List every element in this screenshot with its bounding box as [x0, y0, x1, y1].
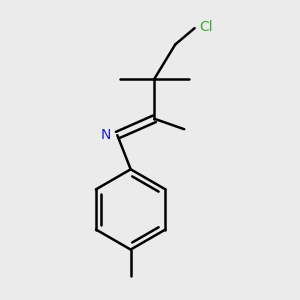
Text: N: N	[100, 128, 111, 142]
Text: Cl: Cl	[199, 20, 213, 34]
